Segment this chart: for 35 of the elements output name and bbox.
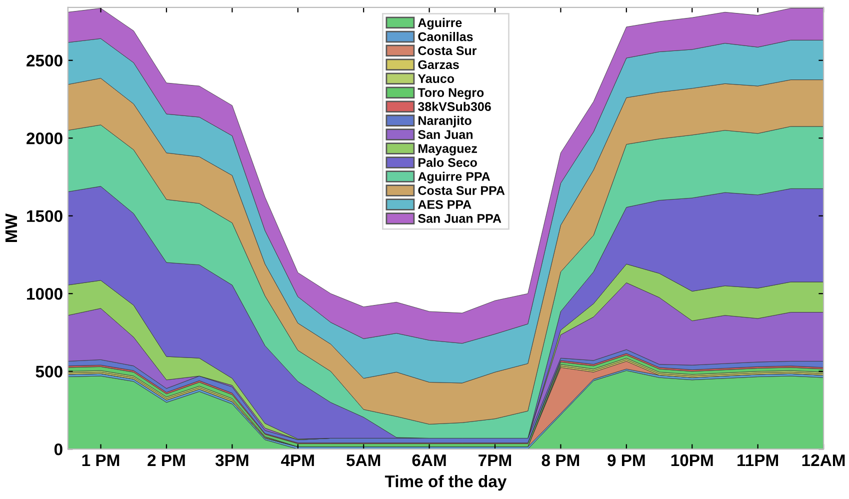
- legend-label: San Juan PPA: [418, 214, 502, 223]
- y-tick-label: 1500: [27, 210, 62, 222]
- x-tick-label: 1 PM: [82, 454, 120, 466]
- y-tick-label: 2000: [26, 132, 62, 144]
- x-tick-label: 10PM: [671, 454, 713, 466]
- legend-label: 38kVSub306: [418, 102, 491, 112]
- x-tick-label: 8 PM: [542, 454, 580, 466]
- legend-label: San Juan: [418, 130, 473, 139]
- y-tick-label: 0: [54, 444, 62, 456]
- y-tick-label: 1000: [27, 288, 62, 300]
- x-tick-label: 11PM: [738, 454, 778, 466]
- x-tick-label: 6AM: [412, 454, 446, 466]
- legend-label: Naranjito: [418, 116, 472, 128]
- legend-label: Caonillas: [418, 32, 473, 42]
- legend-label: Aguirre: [418, 18, 462, 30]
- x-tick-label: 9 PM: [608, 454, 645, 466]
- y-axis-title: MW: [6, 214, 17, 242]
- legend-label: Garzas: [418, 60, 459, 70]
- x-tick-label: 3PM: [215, 454, 248, 466]
- legend-label: Aguirre PPA: [418, 172, 490, 184]
- x-tick-label: 5AM: [346, 454, 380, 466]
- x-tick-label: 4PM: [281, 454, 314, 466]
- x-tick-label: 12AM: [802, 454, 845, 466]
- x-tick-label: 2 PM: [148, 454, 185, 466]
- legend-label: Yauco: [418, 74, 454, 84]
- legend-label: Mayaguez: [418, 144, 477, 156]
- x-axis-title: Time of the day: [384, 475, 507, 491]
- legend-label: Costa Sur: [418, 46, 477, 56]
- y-tick-label: 2500: [26, 54, 62, 67]
- y-tick-label: 500: [36, 366, 62, 378]
- x-tick-label: 7PM: [478, 454, 512, 466]
- legend-label: AES PPA: [418, 200, 472, 209]
- legend-label: Toro Negro: [418, 88, 484, 100]
- legend-label: Palo Seco: [418, 158, 477, 167]
- legend-label: Costa Sur PPA: [418, 186, 505, 195]
